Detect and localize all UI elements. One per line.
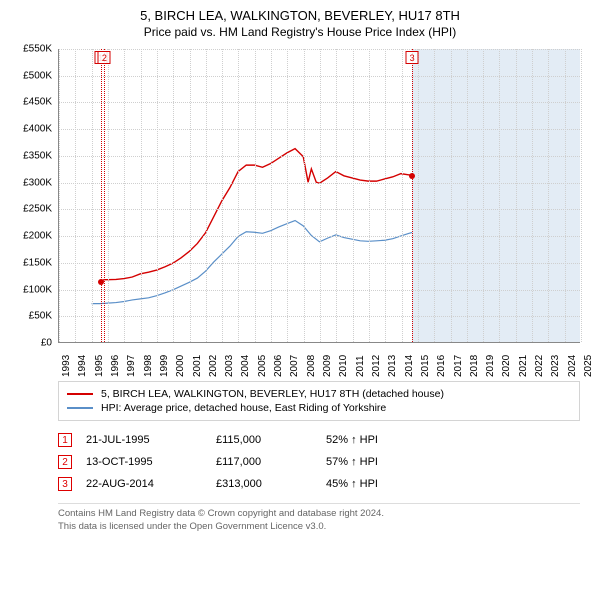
event-delta: 57% ↑ HPI bbox=[326, 456, 446, 468]
x-tick-label: 2012 bbox=[371, 355, 373, 377]
event-marker-box: 2 bbox=[58, 455, 72, 469]
y-tick-label: £300K bbox=[12, 177, 52, 188]
x-tick-label: 2010 bbox=[338, 355, 340, 377]
y-tick-label: £500K bbox=[12, 70, 52, 81]
y-tick-label: £250K bbox=[12, 204, 52, 215]
x-tick-label: 2013 bbox=[387, 355, 389, 377]
x-tick-label: 1996 bbox=[110, 355, 112, 377]
y-tick-label: £400K bbox=[12, 124, 52, 135]
x-tick-label: 2024 bbox=[567, 355, 569, 377]
chart-title-line1: 5, BIRCH LEA, WALKINGTON, BEVERLEY, HU17… bbox=[12, 8, 588, 23]
x-tick-label: 2011 bbox=[355, 355, 357, 377]
x-tick-label: 2003 bbox=[224, 355, 226, 377]
x-tick-label: 2009 bbox=[322, 355, 324, 377]
x-tick-label: 2014 bbox=[404, 355, 406, 377]
chart-area: £0 £50K £100K £150K £200K £250K £300K £350K £400… bbox=[12, 45, 588, 375]
x-tick-label: 2016 bbox=[436, 355, 438, 377]
y-tick-label: £150K bbox=[12, 257, 52, 268]
x-tick-label: 2022 bbox=[534, 355, 536, 377]
event-price: £115,000 bbox=[216, 434, 326, 446]
event-date: 21-JUL-1995 bbox=[86, 434, 216, 446]
y-tick-label: £100K bbox=[12, 284, 52, 295]
y-tick-label: £0 bbox=[12, 338, 52, 349]
x-tick-label: 2007 bbox=[289, 355, 291, 377]
x-tick-label: 2015 bbox=[420, 355, 422, 377]
x-tick-label: 2023 bbox=[550, 355, 552, 377]
y-tick-label: £200K bbox=[12, 231, 52, 242]
x-tick-label: 1993 bbox=[61, 355, 63, 377]
x-tick-label: 1998 bbox=[143, 355, 145, 377]
legend-label: HPI: Average price, detached house, East… bbox=[101, 402, 386, 414]
y-tick-label: £450K bbox=[12, 97, 52, 108]
legend-swatch bbox=[67, 393, 93, 395]
event-marker-box: 3 bbox=[58, 477, 72, 491]
x-tick-label: 2004 bbox=[240, 355, 242, 377]
x-tick-label: 2021 bbox=[518, 355, 520, 377]
chart-title-line2: Price paid vs. HM Land Registry's House … bbox=[12, 25, 588, 39]
x-tick-label: 2002 bbox=[208, 355, 210, 377]
x-tick-label: 2018 bbox=[469, 355, 471, 377]
legend-row: 5, BIRCH LEA, WALKINGTON, BEVERLEY, HU17… bbox=[67, 387, 571, 401]
legend-swatch bbox=[67, 407, 93, 409]
event-delta: 45% ↑ HPI bbox=[326, 478, 446, 490]
x-tick-label: 2000 bbox=[175, 355, 177, 377]
legend: 5, BIRCH LEA, WALKINGTON, BEVERLEY, HU17… bbox=[58, 381, 580, 421]
y-tick-label: £350K bbox=[12, 150, 52, 161]
x-tick-label: 2025 bbox=[583, 355, 585, 377]
event-row: 2 13-OCT-1995 £117,000 57% ↑ HPI bbox=[58, 451, 580, 473]
footer-line: Contains HM Land Registry data © Crown c… bbox=[58, 508, 580, 521]
event-price: £313,000 bbox=[216, 478, 326, 490]
footer-attribution: Contains HM Land Registry data © Crown c… bbox=[58, 503, 580, 534]
event-marker-box: 1 bbox=[58, 433, 72, 447]
chart-marker-box: 2 bbox=[98, 51, 111, 64]
x-tick-label: 2008 bbox=[306, 355, 308, 377]
x-tick-label: 2020 bbox=[501, 355, 503, 377]
event-table: 1 21-JUL-1995 £115,000 52% ↑ HPI 2 13-OC… bbox=[58, 429, 580, 495]
footer-line: This data is licensed under the Open Gov… bbox=[58, 521, 580, 534]
legend-label: 5, BIRCH LEA, WALKINGTON, BEVERLEY, HU17… bbox=[101, 388, 444, 400]
y-tick-label: £550K bbox=[12, 44, 52, 55]
x-tick-label: 2005 bbox=[257, 355, 259, 377]
event-delta: 52% ↑ HPI bbox=[326, 434, 446, 446]
event-date: 22-AUG-2014 bbox=[86, 478, 216, 490]
y-tick-label: £50K bbox=[12, 311, 52, 322]
chart-marker-dot bbox=[98, 279, 104, 285]
x-tick-label: 2019 bbox=[485, 355, 487, 377]
x-tick-label: 2017 bbox=[453, 355, 455, 377]
event-row: 1 21-JUL-1995 £115,000 52% ↑ HPI bbox=[58, 429, 580, 451]
chart-title-block: 5, BIRCH LEA, WALKINGTON, BEVERLEY, HU17… bbox=[12, 8, 588, 39]
event-date: 13-OCT-1995 bbox=[86, 456, 216, 468]
chart-marker-box: 3 bbox=[406, 51, 419, 64]
x-tick-label: 1994 bbox=[77, 355, 79, 377]
chart-marker-dot bbox=[409, 173, 415, 179]
event-price: £117,000 bbox=[216, 456, 326, 468]
x-tick-label: 1995 bbox=[94, 355, 96, 377]
plot-area: 123 bbox=[58, 49, 580, 343]
x-tick-label: 2001 bbox=[192, 355, 194, 377]
x-tick-label: 2006 bbox=[273, 355, 275, 377]
legend-row: HPI: Average price, detached house, East… bbox=[67, 401, 571, 415]
x-tick-label: 1999 bbox=[159, 355, 161, 377]
x-tick-label: 1997 bbox=[126, 355, 128, 377]
event-row: 3 22-AUG-2014 £313,000 45% ↑ HPI bbox=[58, 473, 580, 495]
